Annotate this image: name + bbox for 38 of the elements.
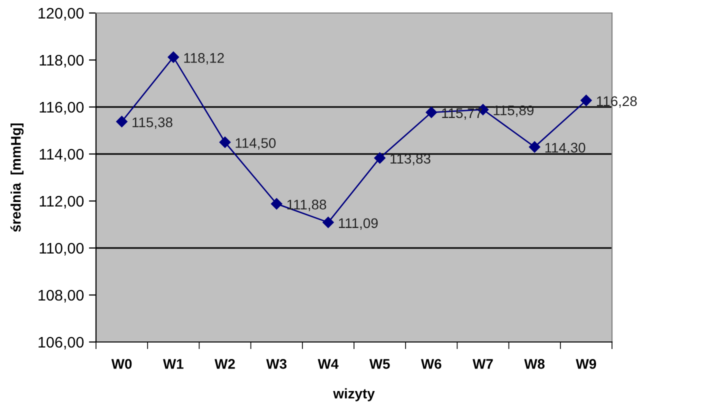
x-tick-label: W3 [266, 359, 287, 369]
point [322, 216, 334, 228]
text: 114,50 [236, 138, 276, 150]
text: 115,77 [442, 108, 482, 120]
x-tick-label: W6 [420, 359, 442, 369]
text: 114,30 [545, 142, 586, 154]
y-tick-label: 112,00 [40, 196, 84, 208]
x-axis-title: wizyty [333, 388, 375, 402]
y-tick-label: 106,00 [38, 336, 84, 350]
point [270, 198, 282, 210]
x-tick-label: W0 [111, 359, 132, 369]
x-tick-label: W5 [369, 359, 390, 369]
x-tick-label: W2 [214, 359, 235, 369]
point [219, 136, 231, 148]
y-tick-label: 120,00 [38, 8, 84, 20]
text: 111,88 [287, 200, 326, 212]
text: 115,38 [132, 117, 172, 129]
text: 113,83 [390, 154, 430, 166]
y-tick-label: 118,00 [40, 54, 84, 68]
point [374, 152, 386, 164]
point [528, 141, 540, 153]
text: 111,09 [338, 218, 378, 230]
text: 115,89 [494, 105, 534, 117]
text: 118,12 [184, 53, 224, 65]
y-tick-label: 110,00 [40, 242, 84, 256]
x-tick-label: W9 [576, 359, 596, 369]
x-tick-label: W8 [524, 359, 545, 369]
x-tick-label: W7 [472, 359, 493, 369]
y-tick-label: 114,00 [40, 148, 84, 162]
y-tick-label: 108,00 [38, 290, 84, 302]
point [580, 94, 592, 106]
y-tick-label: 116,00 [40, 102, 84, 114]
point [168, 52, 180, 63]
y-axis-title: średnia [mmHg] [10, 123, 24, 232]
x-tick-label: W1 [162, 359, 184, 369]
point [116, 116, 128, 128]
point [426, 106, 438, 118]
x-tick-label: W4 [318, 359, 339, 369]
